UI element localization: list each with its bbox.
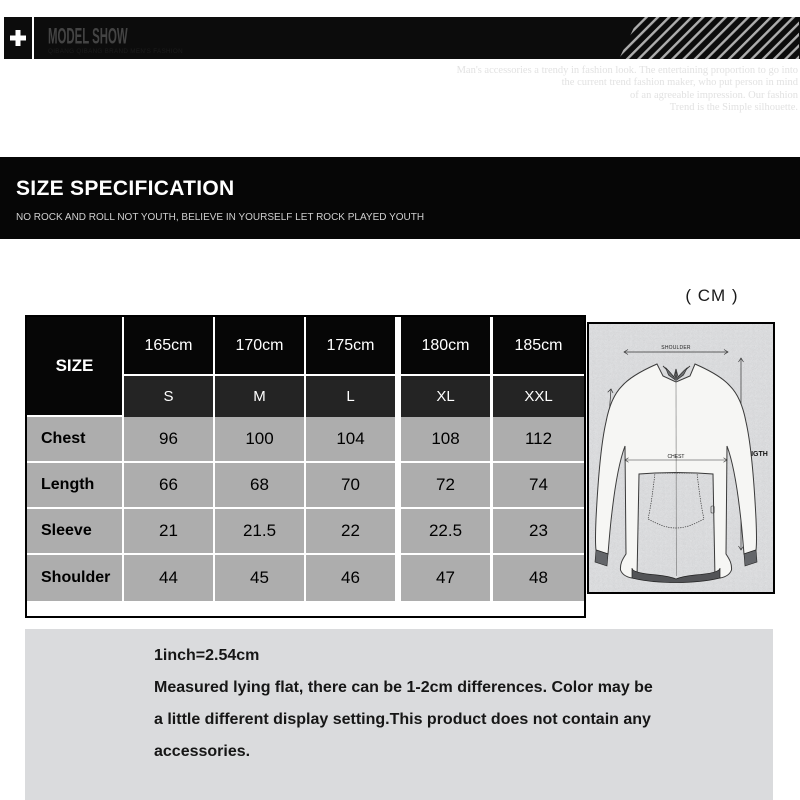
svg-text:CHEST: CHEST xyxy=(668,454,685,460)
svg-text:SHOULDER: SHOULDER xyxy=(661,345,691,351)
